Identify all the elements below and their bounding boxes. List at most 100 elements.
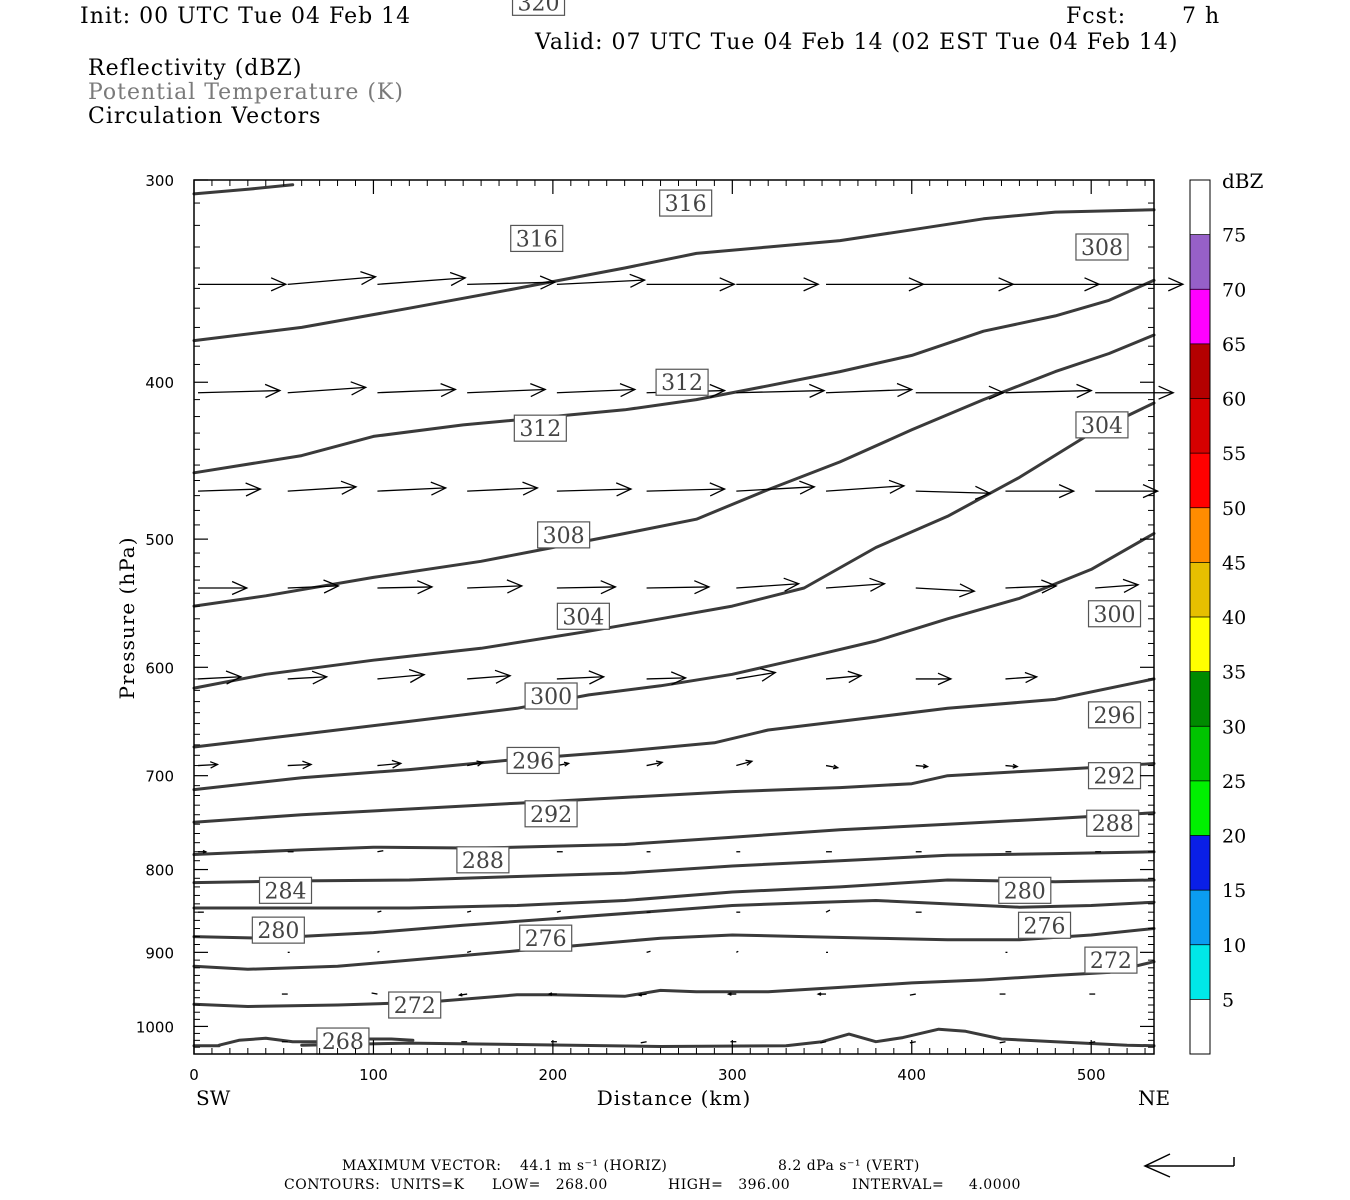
theta-field-label: Potential Temperature (K) (88, 80, 404, 105)
contour-label-276: 276 (519, 924, 573, 952)
circulation-vector (909, 993, 916, 996)
y-tick-label: 600 (145, 659, 174, 677)
contour-label-text: 280 (257, 919, 299, 944)
contour-label-text: 300 (530, 685, 572, 710)
theta-contour-296 (192, 762, 1156, 824)
contour-label-276: 276 (1017, 911, 1072, 939)
circulation-vector (646, 482, 727, 497)
colorbar-segment (1190, 180, 1210, 235)
vector-shaft (736, 486, 815, 492)
vector-shaft (287, 676, 327, 680)
contour-label-292: 292 (524, 800, 578, 828)
contour-label-272: 272 (388, 991, 442, 1019)
vector-shaft (736, 583, 799, 589)
contour-label-text: 272 (1090, 949, 1132, 974)
circulation-vector (466, 950, 472, 953)
circulation-vector (377, 759, 403, 769)
vector-shaft (556, 388, 635, 394)
circulation-vector (736, 667, 777, 682)
contour-label-text: 308 (1081, 236, 1123, 261)
circulation-vector (825, 670, 863, 684)
contour-label-text: 312 (519, 417, 561, 442)
contour-label-box (1075, 233, 1129, 261)
circulation-vector (377, 668, 426, 684)
vector-shaft (377, 910, 382, 913)
contour-label-text: 312 (661, 371, 703, 396)
contour-label-box (456, 846, 510, 874)
theta-contour-276 (192, 927, 1156, 971)
contour-label-296: 296 (1087, 701, 1142, 729)
vector-head (937, 672, 953, 686)
vector-head (340, 480, 358, 495)
valid-time: Valid: 07 UTC Tue 04 Feb 14 (02 EST Tue … (535, 30, 1179, 55)
contour-label-272: 272 (1084, 946, 1138, 974)
vector-shaft (825, 485, 905, 492)
colorbar-label: 10 (1222, 935, 1246, 957)
vector-shaft (736, 671, 776, 680)
vector-shaft (915, 764, 928, 768)
contour-label-320: 320 (511, 0, 566, 16)
colorbar-label: 35 (1222, 662, 1246, 684)
vector-head (588, 670, 606, 685)
contour-label-text: 304 (1081, 414, 1123, 439)
circulation-vector (646, 760, 664, 767)
circulation-vector-layer (197, 270, 1185, 1044)
circulation-vector (1005, 277, 1101, 292)
vector-head (563, 761, 571, 767)
axes-layer: 300 400 500 600 700 800 900 1000 0 100 200 300 400 50… (115, 172, 1170, 1110)
theta-contour-layer (192, 183, 1156, 1048)
contour-label-box (1017, 911, 1072, 939)
vector-head (457, 992, 463, 997)
circulation-vector (1005, 579, 1058, 594)
y-tick-label: 700 (145, 768, 174, 786)
vector-head (539, 275, 557, 290)
circulation-vector (736, 759, 754, 767)
contour-label-box (513, 414, 567, 442)
contour-label-300: 300 (524, 682, 578, 710)
vector-shaft (467, 487, 538, 492)
circulation-vector (287, 670, 329, 685)
colorbar-label: 15 (1222, 880, 1246, 902)
vector-shaft (1005, 764, 1018, 768)
vector-shaft (287, 486, 357, 492)
circulation-vector (1095, 385, 1175, 400)
colorbar-segment (1190, 780, 1210, 836)
vector-head (209, 761, 220, 769)
circulation-vector (637, 992, 647, 997)
colorbar-label: 20 (1222, 826, 1246, 848)
vector-shaft (287, 585, 339, 589)
vector-head (896, 382, 914, 398)
circulation-vector (198, 580, 249, 596)
colorbar-label: 70 (1222, 279, 1246, 301)
circulation-vector (547, 992, 557, 996)
contour-label-box (506, 746, 560, 775)
vector-head (408, 668, 426, 684)
vector-shaft (287, 386, 366, 394)
theta-contour-268 (300, 1027, 1156, 1048)
max-vector-horiz: 44.1 m s⁻¹ (HORIZ) (520, 1158, 668, 1174)
vector-head (350, 381, 368, 396)
circulation-vector (915, 583, 976, 598)
vector-head (360, 270, 378, 286)
vector-shaft (736, 950, 739, 953)
contour-label-box (1084, 946, 1138, 974)
colorbar-label: 55 (1222, 443, 1246, 465)
colorbar-label: 50 (1222, 498, 1246, 520)
contour-label-text: 316 (665, 192, 707, 217)
vector-head (783, 577, 801, 592)
contour-label-300: 300 (1087, 600, 1142, 628)
contour-label-box (510, 224, 564, 253)
colorbar-segment (1190, 890, 1210, 945)
circulation-vector (640, 1041, 647, 1044)
vector-head (988, 385, 1006, 400)
circulation-vector (467, 275, 557, 290)
circulation-vector (915, 485, 992, 501)
contour-label-box (388, 991, 442, 1019)
vector-shaft (377, 487, 446, 492)
circulation-vector (736, 383, 826, 398)
colorbar-segment (1190, 562, 1210, 617)
vector-shaft (197, 676, 241, 680)
circulation-vector (467, 579, 524, 594)
dbz-colorbar: 5 10 15 20 25 30 35 40 45 50 55 60 65 70 75 dBZ (1189, 169, 1264, 1055)
